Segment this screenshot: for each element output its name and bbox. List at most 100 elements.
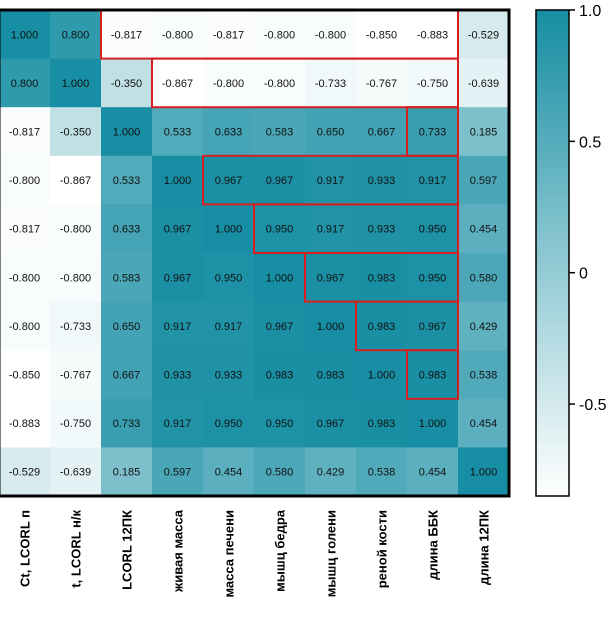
cell-value-label: 0.917 [164, 418, 192, 430]
heatmap-cell [305, 107, 357, 157]
highlight-box [406, 349, 459, 400]
cell-value-label: 0.917 [215, 321, 243, 333]
cell-value-label: 1.000 [419, 418, 447, 430]
cell-value-label: -0.800 [213, 78, 244, 90]
heatmap-cell [152, 58, 204, 108]
heatmap-cell [305, 204, 357, 254]
heatmap-cell [407, 253, 459, 303]
heatmap-cell [356, 253, 408, 303]
cell-value-label: 0.533 [164, 127, 192, 139]
colorbar-tick-label: 0 [579, 266, 588, 283]
column-label: живая масса [171, 509, 186, 593]
cell-value-label: 0.733 [419, 127, 447, 139]
heatmap-cell [458, 301, 510, 351]
heatmap-cell [50, 10, 102, 60]
heatmap-cell [254, 447, 306, 497]
cell-value-label: 0.185 [113, 467, 141, 479]
heatmap-cell [254, 155, 306, 205]
heatmap-cell [356, 398, 408, 448]
heatmap-cell [50, 155, 102, 205]
heatmap-cell [0, 10, 51, 60]
column-label: реной кости [375, 510, 390, 588]
cell-value-label: 0.583 [113, 272, 141, 284]
cell-value-label: -0.529 [468, 29, 499, 41]
heatmap-cell [152, 204, 204, 254]
cell-value-label: -0.733 [60, 321, 91, 333]
cell-value-label: 0.538 [470, 370, 498, 382]
heatmap-cell [152, 253, 204, 303]
heatmap-cell [101, 204, 153, 254]
cell-value-label: 0.454 [470, 224, 498, 236]
heatmap-cell [152, 398, 204, 448]
heatmap-cell [0, 398, 51, 448]
cell-value-label: -0.639 [60, 467, 91, 479]
cell-value-label: 0.950 [266, 418, 294, 430]
heatmap-cell [356, 301, 408, 351]
heatmap-cell [356, 107, 408, 157]
heatmap-cell [254, 398, 306, 448]
cell-value-label: 1.000 [368, 370, 396, 382]
heatmap-value-labels: 1.000 0.800 -0.817 -0.800 -0.817 -0.800 -0.800… [9, 29, 499, 478]
cell-value-label: -0.800 [264, 78, 295, 90]
cell-value-label: 0.983 [419, 370, 447, 382]
heatmap-cell [0, 107, 51, 157]
heatmap-cell [203, 253, 255, 303]
heatmap-cells [0, 10, 510, 497]
column-label: t, LCORL н/к [69, 510, 84, 588]
cell-value-label: 0.950 [215, 272, 243, 284]
heatmap-cell [458, 58, 510, 108]
cell-value-label: 0.967 [317, 272, 345, 284]
cell-value-label: 0.633 [215, 127, 243, 139]
heatmap-cell [50, 107, 102, 157]
heatmap-cell [203, 58, 255, 108]
heatmap-cell [152, 301, 204, 351]
cell-value-label: -0.817 [213, 29, 244, 41]
cell-value-label: 0.917 [419, 175, 447, 187]
heatmap-cell [203, 301, 255, 351]
heatmap-cell [458, 447, 510, 497]
cell-value-label: 0.454 [470, 418, 498, 430]
cell-value-label: 0.667 [113, 370, 141, 382]
cell-value-label: 0.917 [317, 175, 345, 187]
cell-value-label: -0.800 [264, 29, 295, 41]
heatmap-cell [356, 350, 408, 400]
cell-value-label: 0.933 [368, 175, 396, 187]
heatmap-cell [152, 447, 204, 497]
cell-value-label: 0.967 [419, 321, 447, 333]
heatmap-cell [407, 155, 459, 205]
heatmap-cell [203, 10, 255, 60]
heatmap-cell [101, 155, 153, 205]
heatmap-cell [0, 58, 51, 108]
heatmap-cell [458, 107, 510, 157]
heatmap-cell [101, 398, 153, 448]
cell-value-label: -0.529 [9, 467, 40, 479]
heatmap-cell [203, 155, 255, 205]
cell-value-label: 0.983 [266, 370, 294, 382]
column-label: длина 12ПК [477, 510, 492, 585]
cell-value-label: -0.867 [162, 78, 193, 90]
heatmap-cell [356, 155, 408, 205]
heatmap-cell [203, 107, 255, 157]
cell-value-label: 0.983 [317, 370, 345, 382]
heatmap-cell [50, 350, 102, 400]
heatmap-cell [254, 350, 306, 400]
cell-value-label: -0.883 [417, 29, 448, 41]
cell-value-label: -0.639 [468, 78, 499, 90]
heatmap-cell [407, 398, 459, 448]
heatmap-cell [152, 350, 204, 400]
cell-value-label: 0.967 [266, 321, 294, 333]
column-label: масса печени [222, 510, 237, 598]
cell-value-label: 0.983 [368, 418, 396, 430]
heatmap-cell [305, 253, 357, 303]
heatmap-cell [254, 253, 306, 303]
column-label: длина ББК [426, 510, 441, 580]
cell-value-label: -0.750 [60, 418, 91, 430]
cell-value-label: -0.850 [366, 29, 397, 41]
heatmap-cell [254, 204, 306, 254]
cell-value-label: 0.967 [317, 418, 345, 430]
heatmap-cell [50, 301, 102, 351]
heatmap-cell [305, 301, 357, 351]
heatmap-cell [50, 58, 102, 108]
heatmap-cell [458, 253, 510, 303]
cell-value-label: 0.454 [215, 467, 243, 479]
